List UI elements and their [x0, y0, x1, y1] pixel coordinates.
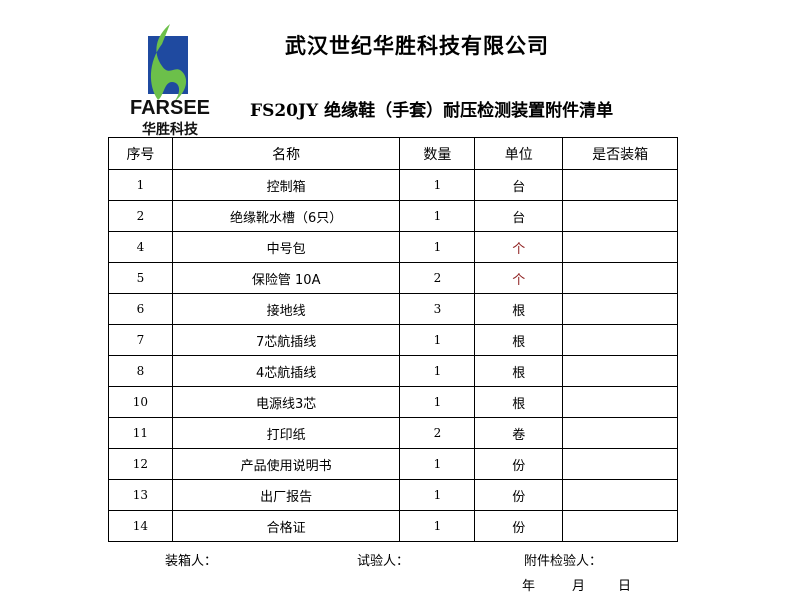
cell-no: 8	[108, 355, 173, 387]
svg-text:华胜科技: 华胜科技	[142, 121, 199, 138]
cell-qty: 2	[399, 417, 476, 449]
accessory-table: 序号 名称 数量 单位 是否装箱 1 控制箱 1 台 2 绝缘靴水槽（6只） 1 台 4 中号包 1…	[108, 137, 678, 542]
cell-packed	[562, 231, 678, 263]
cell-no: 4	[108, 231, 173, 263]
month-label: 月	[572, 579, 586, 594]
cell-packed	[562, 479, 678, 511]
table-row: 11 打印纸 2 卷	[108, 417, 678, 449]
cell-qty: 1	[399, 231, 476, 263]
table-row: 8 4芯航插线 1 根	[108, 355, 678, 387]
cell-name: 接地线	[171, 293, 401, 325]
cell-no: 2	[108, 200, 173, 232]
cell-no: 1	[108, 169, 173, 201]
cell-unit: 根	[474, 324, 564, 356]
cell-name: 4芯航插线	[171, 355, 401, 387]
cell-packed	[562, 417, 678, 449]
cell-name: 打印纸	[171, 417, 401, 449]
cell-qty: 1	[399, 324, 476, 356]
table-row: 6 接地线 3 根	[108, 293, 678, 325]
cell-no: 10	[108, 386, 173, 418]
header-name: 名称	[171, 137, 401, 170]
table-row: 4 中号包 1 个	[108, 231, 678, 263]
packer-label: 装箱人：	[165, 554, 218, 569]
cell-packed	[562, 355, 678, 387]
cell-unit: 台	[474, 200, 564, 232]
table-row: 2 绝缘靴水槽（6只） 1 台	[108, 200, 678, 232]
cell-unit: 根	[474, 355, 564, 387]
cell-packed	[562, 510, 678, 542]
cell-no: 6	[108, 293, 173, 325]
cell-packed	[562, 169, 678, 201]
document-title: FS20JY 绝缘鞋（手套）耐压检测装置附件清单	[250, 101, 614, 121]
cell-no: 12	[108, 448, 173, 480]
table-row: 1 控制箱 1 台	[108, 169, 678, 201]
cell-qty: 1	[399, 355, 476, 387]
cell-unit: 份	[474, 510, 564, 542]
table-row: 14 合格证 1 份	[108, 510, 678, 542]
cell-qty: 1	[399, 386, 476, 418]
cell-name: 绝缘靴水槽（6只）	[171, 200, 401, 232]
cell-name: 出厂报告	[171, 479, 401, 511]
cell-qty: 1	[399, 510, 476, 542]
year-label: 年	[522, 579, 536, 594]
tester-label: 试验人：	[357, 554, 410, 569]
header-qty: 数量	[399, 137, 476, 170]
cell-name: 控制箱	[171, 169, 401, 201]
cell-name: 7芯航插线	[171, 324, 401, 356]
cell-packed	[562, 200, 678, 232]
cell-packed	[562, 386, 678, 418]
table-row: 10 电源线3芯 1 根	[108, 386, 678, 418]
cell-unit: 根	[474, 386, 564, 418]
cell-name: 中号包	[171, 231, 401, 263]
table-row: 13 出厂报告 1 份	[108, 479, 678, 511]
table-header-row: 序号 名称 数量 单位 是否装箱	[108, 137, 678, 170]
cell-qty: 1	[399, 200, 476, 232]
cell-packed	[562, 262, 678, 294]
cell-no: 7	[108, 324, 173, 356]
cell-unit: 个	[474, 262, 564, 294]
company-name: 武汉世纪华胜科技有限公司	[285, 33, 549, 58]
cell-name: 合格证	[171, 510, 401, 542]
table-row: 7 7芯航插线 1 根	[108, 324, 678, 356]
farsee-logo: FARSEE 华胜科技	[130, 24, 210, 138]
cell-unit: 份	[474, 448, 564, 480]
cell-no: 5	[108, 262, 173, 294]
cell-no: 11	[108, 417, 173, 449]
cell-qty: 2	[399, 262, 476, 294]
header-no: 序号	[108, 137, 173, 170]
cell-packed	[562, 448, 678, 480]
cell-packed	[562, 293, 678, 325]
cell-unit: 个	[474, 231, 564, 263]
svg-text:FARSEE: FARSEE	[130, 97, 210, 119]
cell-unit: 根	[474, 293, 564, 325]
cell-qty: 1	[399, 448, 476, 480]
cell-name: 产品使用说明书	[171, 448, 401, 480]
cell-unit: 份	[474, 479, 564, 511]
header-unit: 单位	[474, 137, 564, 170]
cell-unit: 台	[474, 169, 564, 201]
table-row: 5 保险管 10A 2 个	[108, 262, 678, 294]
cell-no: 14	[108, 510, 173, 542]
inspector-label: 附件检验人：	[524, 554, 603, 569]
cell-name: 保险管 10A	[171, 262, 401, 294]
cell-name: 电源线3芯	[171, 386, 401, 418]
cell-unit: 卷	[474, 417, 564, 449]
cell-packed	[562, 324, 678, 356]
cell-qty: 3	[399, 293, 476, 325]
header-packed: 是否装箱	[562, 137, 678, 170]
day-label: 日	[618, 579, 632, 594]
table-row: 12 产品使用说明书 1 份	[108, 448, 678, 480]
cell-qty: 1	[399, 479, 476, 511]
cell-qty: 1	[399, 169, 476, 201]
cell-no: 13	[108, 479, 173, 511]
